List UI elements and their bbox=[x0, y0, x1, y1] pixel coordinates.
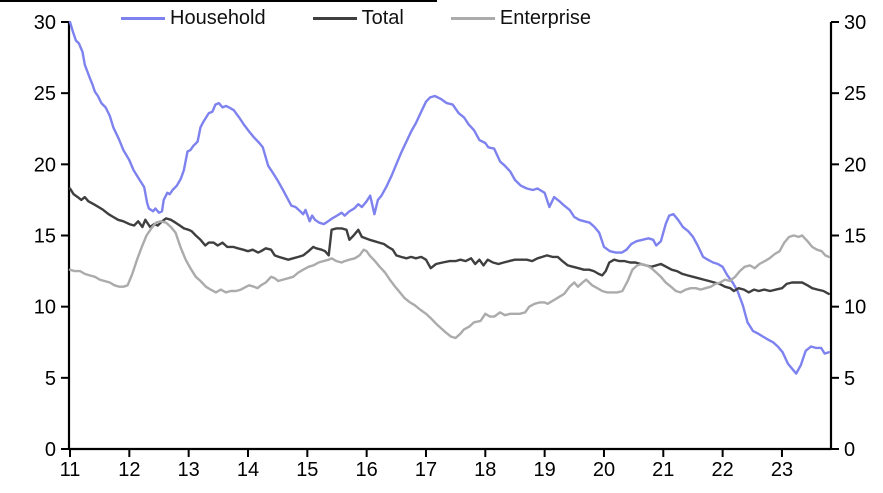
x-axis-tick-label: 14 bbox=[237, 459, 259, 481]
legend-label-household: Household bbox=[170, 7, 266, 29]
y-axis-tick-label-right: 25 bbox=[844, 83, 866, 105]
x-axis-tick-label: 21 bbox=[652, 459, 674, 481]
household-line-swatch bbox=[121, 16, 165, 20]
total-line-swatch bbox=[312, 16, 357, 20]
legend-label-total: Total bbox=[361, 7, 404, 29]
x-axis-tick-label: 13 bbox=[178, 459, 200, 481]
y-axis-tick-label-left: 15 bbox=[34, 226, 56, 248]
x-axis-tick-label: 17 bbox=[415, 459, 437, 481]
series-line-household bbox=[68, 20, 830, 375]
x-axis-tick-label: 22 bbox=[712, 459, 734, 481]
x-axis-tick-label: 20 bbox=[593, 459, 615, 481]
x-axis-tick-label: 11 bbox=[60, 459, 81, 481]
series-line-enterprise bbox=[68, 220, 830, 340]
enterprise-line-swatch bbox=[450, 16, 495, 20]
legend-label-enterprise: Enterprise bbox=[499, 7, 592, 29]
y-axis-tick-label-right: 5 bbox=[844, 368, 855, 390]
x-axis-tick-label: 18 bbox=[474, 459, 496, 481]
y-axis-tick-label-left: 20 bbox=[34, 154, 56, 176]
series-line-total bbox=[68, 187, 830, 296]
x-axis-tick-label: 16 bbox=[356, 459, 378, 481]
x-axis-tick-label: 23 bbox=[771, 459, 793, 481]
y-axis-tick-label-left: 30 bbox=[34, 12, 56, 34]
x-axis-tick-label: 15 bbox=[296, 459, 318, 481]
x-axis-tick-label: 19 bbox=[534, 459, 556, 481]
legend-item-enterprise: Enterprise bbox=[450, 7, 592, 29]
y-axis-tick-label-right: 20 bbox=[844, 154, 866, 176]
y-axis-tick-label-left: 5 bbox=[45, 368, 56, 390]
y-axis-tick-label-left: 0 bbox=[45, 439, 56, 461]
y-axis-tick-label-left: 25 bbox=[34, 83, 56, 105]
y-axis-tick-label-right: 10 bbox=[844, 297, 866, 319]
y-axis-tick-label-right: 15 bbox=[844, 226, 866, 248]
y-axis-tick-label-right: 0 bbox=[844, 439, 855, 461]
legend-item-total: Total bbox=[312, 7, 404, 29]
top-window-border bbox=[0, 0, 437, 2]
y-axis-tick-label-right: 30 bbox=[844, 12, 866, 34]
chart-legend: Household Total Enterprise bbox=[121, 4, 591, 32]
x-axis-tick-label: 12 bbox=[118, 459, 140, 481]
legend-item-household: Household bbox=[121, 8, 266, 28]
y-axis-tick-label-left: 10 bbox=[34, 297, 56, 319]
